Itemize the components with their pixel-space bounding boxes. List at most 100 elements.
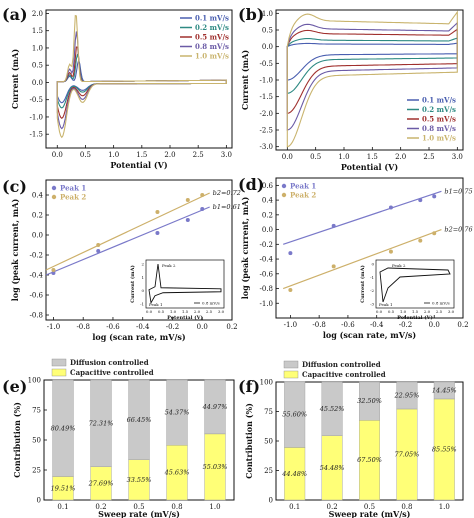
- data-point: [185, 218, 190, 222]
- inset-y-tick: 0: [371, 262, 374, 267]
- y-tick-label: 0.5: [32, 62, 43, 70]
- bar-capacitive: [128, 459, 150, 501]
- legend-label: 0.5 mV/s: [422, 115, 456, 124]
- x-tick-label: 2.0: [164, 151, 175, 159]
- y-tick-label: 25: [264, 467, 273, 475]
- y-tick-label: 0.6: [262, 182, 274, 190]
- x-tick-label: 0.1: [57, 503, 68, 511]
- x-tick-label: 1.5: [367, 153, 378, 161]
- data-point: [155, 231, 160, 235]
- y-tick-label: -0.4: [30, 272, 44, 280]
- inset-y-tick: -3: [370, 302, 374, 307]
- x-tick-label: -0.8: [76, 323, 90, 331]
- bar-capacitive: [284, 447, 306, 501]
- bar-label-capacitive: 67.50%: [357, 456, 382, 464]
- inset-x-tick: 0.5: [158, 309, 165, 314]
- legend-marker: [51, 194, 57, 200]
- y-tick-label: -2.5: [260, 127, 274, 135]
- bar-label-diffusion: 55.60%: [282, 411, 307, 419]
- inset-cv-curve: [148, 263, 222, 305]
- inset-y-tick: -2: [370, 288, 374, 293]
- legend-label: 0.8 mV/s: [195, 42, 229, 51]
- legend-label: 0.1 mV/s: [422, 96, 456, 105]
- inset-legend-label: 0.8 mV/s: [432, 301, 450, 306]
- legend-marker: [281, 192, 287, 198]
- x-tick-label: -0.8: [312, 321, 326, 329]
- data-point: [155, 210, 160, 214]
- bar-capacitive: [321, 435, 343, 501]
- x-axis-label: Potential (V): [341, 162, 398, 172]
- x-tick-label: 2.0: [395, 153, 406, 161]
- legend-label: 0.8 mV/s: [422, 124, 456, 133]
- inset-y-tick: 0: [141, 288, 144, 293]
- x-tick-label: 0.0: [429, 321, 440, 329]
- bar-label-diffusion: 14.45%: [432, 387, 457, 395]
- y-tick-label: 0.2: [32, 212, 43, 220]
- bar-capacitive: [166, 445, 188, 501]
- y-tick-label: 75: [264, 408, 273, 416]
- data-point: [51, 268, 56, 272]
- y-axis-label: Current (mA): [240, 50, 250, 110]
- legend-label: 0.2 mV/s: [195, 23, 229, 32]
- data-point: [288, 251, 293, 256]
- y-tick-label: -3.0: [260, 143, 274, 151]
- inset-x-tick: 0.0: [376, 309, 383, 314]
- data-point: [96, 243, 101, 247]
- y-tick-label: 100: [28, 377, 41, 385]
- panel-label-a: (a): [2, 5, 28, 24]
- x-tick-label: 2.5: [423, 153, 434, 161]
- y-axis-label: Contribution (%): [12, 402, 22, 478]
- bar-label-capacitive: 54.48%: [320, 464, 345, 472]
- x-tick-label: -0.2: [166, 323, 180, 331]
- cv-curve-10mVs: [56, 14, 227, 139]
- bar-label-diffusion: 45.52%: [319, 405, 345, 413]
- bar-label-capacitive: 27.69%: [88, 479, 114, 487]
- inset-y-tick: 2: [141, 262, 144, 267]
- y-tick-label: 25: [32, 467, 41, 475]
- bar-label-capacitive: 77.05%: [395, 451, 420, 459]
- x-tick-label: 0.8: [171, 503, 182, 511]
- data-point: [185, 198, 190, 202]
- data-point: [432, 231, 437, 236]
- y-tick-label: 0: [269, 497, 273, 505]
- x-tick-label: 3.0: [452, 153, 463, 161]
- y-tick-label: -0.6: [260, 270, 274, 278]
- fit-line: [283, 190, 442, 245]
- bar-label-diffusion: 80.49%: [51, 424, 76, 432]
- y-tick-label: -0.8: [260, 285, 274, 293]
- x-tick-label: 0.5: [310, 153, 321, 161]
- slope-label: b1=0.75: [444, 187, 472, 195]
- y-tick-label: -1.0: [260, 300, 274, 308]
- legend-label: 0.2 mV/s: [422, 105, 456, 114]
- legend-swatch: [51, 358, 67, 367]
- y-tick-label: -0.5: [30, 96, 44, 104]
- legend-marker: [51, 185, 57, 191]
- inset-legend-label: 0.8 mV/s: [202, 301, 220, 306]
- legend-label: Peak 2: [60, 193, 86, 202]
- x-tick-label: 3.0: [221, 151, 232, 159]
- bar-label-capacitive: 45.63%: [164, 469, 190, 477]
- inset-x-tick: 3.0: [218, 309, 225, 314]
- inset-x-tick: 2.0: [424, 309, 431, 314]
- inset-peak-top: Peak 2: [392, 263, 406, 268]
- y-tick-label: -0.2: [260, 241, 274, 249]
- inset-cv-curve: [379, 267, 451, 303]
- legend-label: Diffusion controlled: [302, 360, 381, 369]
- panel-label-e: (e): [2, 377, 27, 396]
- bar-label-diffusion: 22.95%: [394, 392, 420, 400]
- y-axis-label: Current (mA): [10, 49, 20, 109]
- y-tick-label: 0.0: [32, 232, 43, 240]
- y-tick-label: 50: [264, 438, 273, 446]
- inset-x-tick: 3.0: [448, 309, 455, 314]
- slope-label: b2=0.72: [213, 189, 241, 197]
- fit-line: [45, 192, 210, 271]
- x-axis-label: Sweep rate (mV/s): [329, 509, 411, 518]
- legend-label: Peak 1: [290, 182, 316, 191]
- x-tick-label: 0.0: [197, 323, 208, 331]
- bar-label-capacitive: 33.55%: [127, 476, 152, 484]
- plot-frame: [45, 9, 233, 149]
- y-axis-label: log (peak current, mA): [240, 197, 250, 300]
- inset-peak-bottom: Peak 1: [379, 302, 393, 307]
- inset-x-tick: 1.5: [412, 309, 419, 314]
- bar-label-capacitive: 44.48%: [281, 470, 307, 478]
